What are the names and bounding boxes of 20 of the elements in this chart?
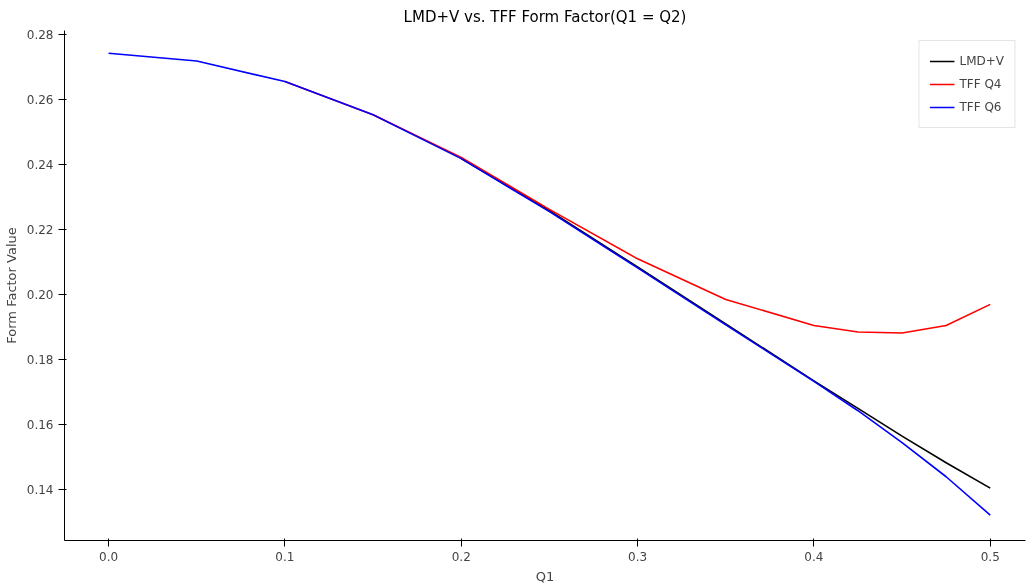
chart-title: LMD+V vs. TFF Form Factor(Q1 = Q2) <box>403 7 687 26</box>
y-tick-label: 0.16 <box>26 418 54 433</box>
x-tick-label: 0.3 <box>628 549 648 564</box>
y-tick-label: 0.24 <box>26 158 54 173</box>
y-axis-title: Form Factor Value <box>3 227 19 344</box>
y-tick-label: 0.28 <box>26 27 54 42</box>
legend-label: LMD+V <box>959 54 1004 68</box>
y-tick-label: 0.18 <box>26 353 54 368</box>
legend-label: TFF Q6 <box>959 100 1002 114</box>
y-tick-label: 0.22 <box>26 223 54 238</box>
x-tick-label: 0.0 <box>99 549 119 564</box>
x-tick-label: 0.2 <box>451 549 471 564</box>
y-tick-label: 0.14 <box>26 483 54 498</box>
y-tick-label: 0.26 <box>26 92 54 107</box>
x-tick-label: 0.1 <box>275 549 295 564</box>
legend-label: TFF Q4 <box>959 77 1002 91</box>
x-tick-label: 0.5 <box>980 549 1000 564</box>
y-tick-label: 0.20 <box>26 288 54 303</box>
x-axis-title: Q1 <box>535 568 555 584</box>
x-tick-label: 0.4 <box>804 549 824 564</box>
